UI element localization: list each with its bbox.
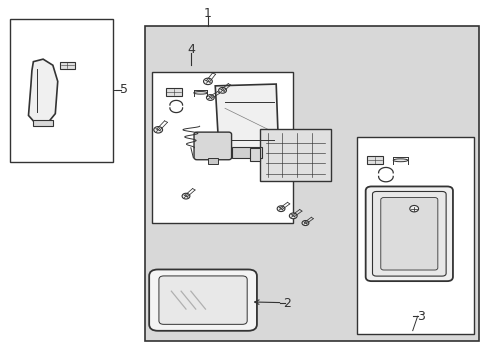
- Bar: [232, 147, 261, 158]
- Circle shape: [182, 193, 189, 199]
- Bar: [144, 26, 478, 341]
- Circle shape: [277, 206, 285, 212]
- FancyBboxPatch shape: [165, 88, 182, 96]
- Bar: [207, 158, 217, 164]
- Text: 1: 1: [203, 7, 211, 20]
- Polygon shape: [28, 59, 58, 124]
- Text: 2: 2: [283, 297, 291, 310]
- Circle shape: [218, 87, 226, 93]
- FancyBboxPatch shape: [194, 132, 231, 160]
- FancyBboxPatch shape: [365, 186, 452, 281]
- Bar: [260, 129, 330, 181]
- FancyBboxPatch shape: [149, 270, 256, 331]
- Bar: [152, 72, 293, 223]
- FancyBboxPatch shape: [372, 192, 445, 276]
- Circle shape: [289, 213, 297, 219]
- Text: 4: 4: [186, 42, 194, 55]
- Bar: [249, 148, 260, 161]
- Circle shape: [203, 78, 212, 85]
- Text: 5: 5: [120, 83, 127, 96]
- FancyBboxPatch shape: [159, 276, 246, 324]
- Circle shape: [206, 95, 214, 100]
- Bar: [33, 120, 53, 126]
- Circle shape: [302, 221, 308, 226]
- FancyBboxPatch shape: [380, 198, 437, 270]
- Text: 3: 3: [416, 310, 424, 323]
- FancyBboxPatch shape: [366, 156, 383, 164]
- Ellipse shape: [193, 91, 207, 94]
- Polygon shape: [215, 84, 278, 154]
- Bar: [10, 19, 113, 162]
- Bar: [356, 137, 473, 334]
- Circle shape: [409, 206, 418, 212]
- Ellipse shape: [392, 159, 407, 162]
- Circle shape: [154, 127, 162, 133]
- FancyBboxPatch shape: [61, 62, 74, 69]
